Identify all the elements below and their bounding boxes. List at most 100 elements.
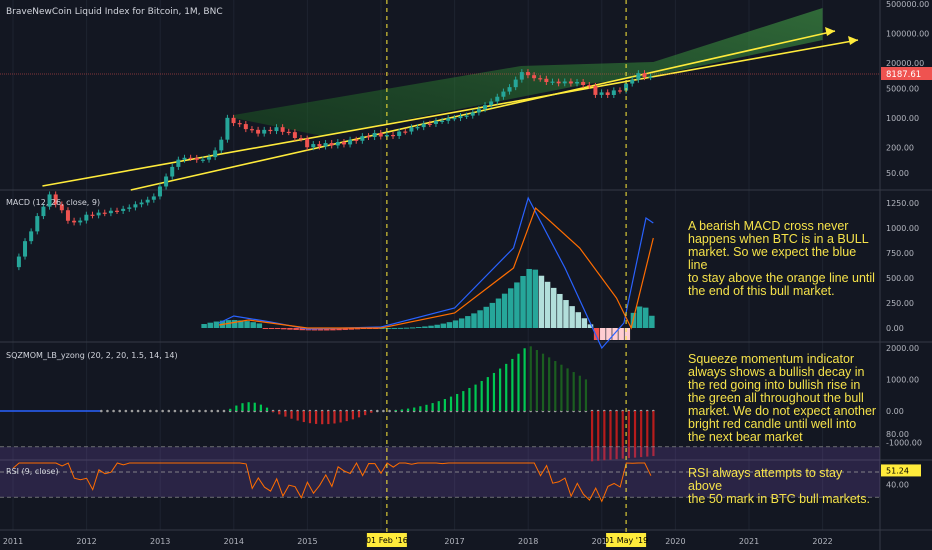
candle bbox=[513, 79, 518, 88]
candle bbox=[440, 120, 445, 123]
price-axis-label: 20000.00 bbox=[886, 59, 924, 68]
candle bbox=[538, 78, 543, 80]
candle bbox=[544, 78, 549, 82]
macd-bar bbox=[256, 323, 263, 328]
macd-axis-label: 500.00 bbox=[886, 274, 914, 283]
candle bbox=[519, 72, 524, 80]
candle bbox=[145, 199, 150, 203]
signal-line bbox=[218, 206, 654, 330]
candle bbox=[164, 176, 169, 187]
candles bbox=[16, 69, 653, 271]
squeeze-bar bbox=[357, 411, 361, 418]
macd-bar bbox=[477, 310, 483, 328]
squeeze-bars bbox=[100, 346, 655, 462]
candle bbox=[219, 139, 224, 151]
macd-axis-label: 250.00 bbox=[886, 299, 914, 308]
squeeze-bar bbox=[480, 380, 483, 411]
macd-pane[interactable] bbox=[201, 196, 655, 350]
squeeze-bar bbox=[560, 364, 563, 411]
rsi-title: RSI (9, close) bbox=[6, 467, 59, 476]
macd-bar bbox=[281, 328, 287, 330]
squeeze-bar bbox=[308, 411, 312, 424]
candle bbox=[102, 212, 107, 214]
macd-histogram bbox=[201, 268, 655, 340]
squeeze-momentum-pane[interactable] bbox=[0, 346, 655, 462]
squeeze-bar bbox=[259, 404, 262, 411]
squeeze-bar bbox=[419, 406, 422, 411]
macd-bar bbox=[550, 287, 557, 328]
squeeze-bar bbox=[523, 348, 526, 411]
time-axis-label: 2021 bbox=[739, 537, 759, 546]
candle bbox=[636, 73, 641, 80]
squeeze-bar bbox=[370, 411, 373, 413]
squeeze-bar bbox=[597, 411, 600, 461]
squeeze-bar bbox=[333, 411, 336, 424]
macd-bar bbox=[612, 328, 618, 340]
candle bbox=[642, 73, 647, 78]
candle bbox=[562, 81, 567, 84]
macd-bar bbox=[293, 328, 299, 330]
time-axis-label: 2014 bbox=[224, 537, 244, 546]
candle bbox=[41, 206, 46, 217]
candle bbox=[550, 81, 555, 83]
candle bbox=[335, 142, 340, 146]
squeeze-bar bbox=[413, 407, 416, 411]
candle bbox=[121, 208, 126, 211]
macd-title: MACD (12, 26, close, 9) bbox=[6, 198, 100, 207]
price-pane[interactable] bbox=[0, 8, 880, 271]
squeeze-dot bbox=[179, 409, 183, 413]
macd-bar bbox=[587, 324, 594, 328]
date-marker-label: 01 May '19 bbox=[604, 536, 648, 545]
candle bbox=[157, 186, 162, 197]
squeeze-dot bbox=[118, 409, 122, 413]
squeeze-bar bbox=[633, 411, 637, 458]
squeeze-bar bbox=[474, 384, 477, 411]
squeeze-axis-label: -1000.00 bbox=[886, 439, 922, 448]
rsi-axis-label: 80.00 bbox=[886, 430, 909, 439]
macd-bar bbox=[391, 327, 397, 329]
macd-line bbox=[218, 196, 654, 350]
candle bbox=[391, 134, 396, 137]
macd-bar bbox=[207, 322, 213, 328]
candle bbox=[501, 91, 506, 97]
rsi-axis-label: 40.00 bbox=[886, 481, 909, 490]
candle bbox=[446, 118, 451, 121]
macd-bar bbox=[287, 328, 293, 330]
rsi-pane[interactable] bbox=[0, 446, 880, 503]
squeeze-bar bbox=[425, 404, 428, 411]
squeeze-bar bbox=[505, 363, 508, 411]
candle bbox=[489, 101, 494, 106]
candle bbox=[237, 123, 242, 125]
time-axis-label: 2022 bbox=[812, 537, 832, 546]
squeeze-bar bbox=[449, 396, 453, 411]
squeeze-bar bbox=[437, 401, 440, 411]
squeeze-bar bbox=[456, 393, 459, 411]
squeeze-bar bbox=[296, 411, 299, 421]
candle bbox=[556, 81, 561, 84]
candle bbox=[292, 132, 297, 138]
macd-bar bbox=[532, 269, 539, 328]
macd-bar bbox=[575, 312, 581, 328]
squeeze-bar bbox=[535, 349, 538, 411]
price-axis-label: 50.00 bbox=[886, 169, 909, 178]
squeeze-bar bbox=[554, 361, 557, 411]
candle bbox=[317, 144, 322, 147]
squeeze-bar bbox=[486, 377, 489, 411]
candle bbox=[409, 127, 414, 132]
candle bbox=[366, 136, 371, 138]
rsi-annotation: RSI always attempts to stay above the 50… bbox=[688, 466, 871, 506]
candle bbox=[348, 139, 353, 145]
candle bbox=[231, 117, 236, 124]
date-marker-label: 01 Feb '16 bbox=[366, 536, 408, 545]
candle bbox=[421, 123, 426, 128]
candle bbox=[384, 134, 389, 137]
macd-bar bbox=[268, 328, 275, 329]
squeeze-dot bbox=[112, 409, 115, 413]
squeeze-axis-label: 2000.00 bbox=[886, 344, 919, 353]
macd-bar bbox=[428, 325, 434, 328]
macd-bar bbox=[232, 320, 238, 328]
squeeze-bar bbox=[229, 408, 232, 411]
candle bbox=[280, 127, 285, 132]
macd-bar bbox=[434, 324, 440, 328]
